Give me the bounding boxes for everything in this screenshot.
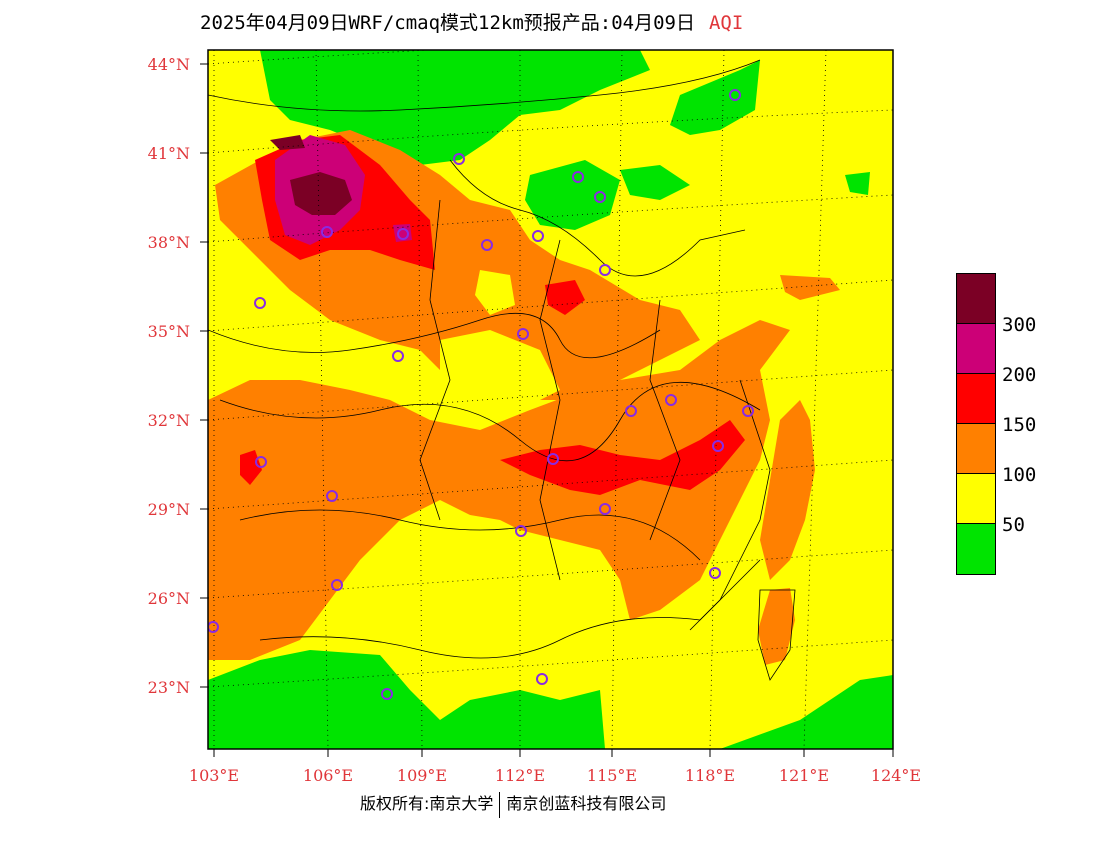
lon-label-118: 118°E [684, 766, 736, 785]
aqi-unhealthy-henan [545, 280, 585, 315]
lat-label-26: 26°N [147, 589, 190, 608]
station-marker [665, 394, 677, 406]
station-marker [453, 153, 465, 165]
lon-label-103: 103°E [188, 766, 240, 785]
legend-swatch [957, 474, 995, 524]
lon-label-121: 121°E [778, 766, 830, 785]
station-marker [392, 350, 404, 362]
station-marker [326, 490, 338, 502]
legend-swatch [957, 424, 995, 474]
station-markers [208, 89, 754, 700]
map-title: 2025年04月09日WRF/cmaq模式12km预报产品:04月09日 AQI [200, 8, 743, 35]
station-marker [481, 239, 493, 251]
station-marker [594, 191, 606, 203]
aqi-good-ne2 [620, 165, 690, 200]
legend-tick-100: 100 [1002, 464, 1037, 486]
copyright-footer: 版权所有:南京大学 南京创蓝科技有限公司 [360, 790, 666, 818]
station-marker [742, 405, 754, 417]
aqi-good-beijing [525, 160, 620, 230]
lat-label-23: 23°N [147, 678, 190, 697]
title-variable: AQI [708, 12, 744, 34]
station-marker [532, 230, 544, 242]
aqi-usg-ne [780, 275, 840, 300]
station-marker [547, 453, 559, 465]
station-marker [208, 621, 219, 633]
legend-swatch [957, 274, 995, 324]
legend-swatch [957, 524, 995, 574]
aqi-good-ne3 [845, 172, 870, 195]
lat-label-35: 35°N [147, 322, 190, 341]
station-marker [381, 688, 393, 700]
aqi-moderate-island1 [440, 330, 560, 410]
lon-label-109: 109°E [396, 766, 448, 785]
footer-separator [499, 791, 501, 818]
lon-label-115: 115°E [586, 766, 638, 785]
aqi-good-southeast [720, 675, 893, 749]
lon-label-124: 124°E [870, 766, 922, 785]
station-marker [255, 456, 267, 468]
aqi-hazardous [290, 172, 352, 215]
title-text: 2025年04月09日WRF/cmaq模式12km预报产品:04月09日 [200, 12, 695, 34]
aqi-usg-taiwan [758, 588, 795, 665]
legend-tick-200: 200 [1002, 364, 1037, 386]
copyright-right: 南京创蓝科技有限公司 [506, 794, 667, 813]
station-marker [515, 525, 527, 537]
station-marker [397, 228, 409, 240]
station-marker [254, 297, 266, 309]
legend-swatch [957, 374, 995, 424]
copyright-left: 版权所有:南京大学 [360, 794, 494, 813]
station-marker [572, 171, 584, 183]
legend-tick-150: 150 [1002, 414, 1037, 436]
aqi-usg-east-sea [760, 400, 815, 580]
lat-label-44: 44°N [147, 55, 190, 74]
station-marker [536, 673, 548, 685]
axis-ticks [200, 63, 894, 757]
station-marker [599, 503, 611, 515]
station-marker [729, 89, 741, 101]
lat-label-32: 32°N [147, 411, 190, 430]
station-marker [331, 579, 343, 591]
lat-label-41: 41°N [147, 144, 190, 163]
station-marker [517, 328, 529, 340]
aqi-moderate-island2 [475, 270, 515, 315]
station-marker [599, 264, 611, 276]
aqi-field [208, 50, 893, 749]
lon-label-112: 112°E [494, 766, 546, 785]
station-marker [625, 405, 637, 417]
map-frame [207, 49, 894, 750]
aqi-hazardous-2 [270, 135, 305, 150]
aqi-legend [956, 273, 996, 575]
legend-swatch [957, 324, 995, 374]
boundary-lines [208, 59, 796, 681]
station-marker [712, 440, 724, 452]
lat-label-38: 38°N [147, 233, 190, 252]
legend-tick-50: 50 [1002, 514, 1025, 536]
aqi-usg-central [208, 320, 790, 660]
aqi-moderate-island3 [380, 510, 560, 660]
lat-label-29: 29°N [147, 500, 190, 519]
aqi-good-south [208, 650, 605, 749]
legend-tick-300: 300 [1002, 314, 1037, 336]
station-marker [709, 567, 721, 579]
aqi-good-northeast [670, 60, 760, 135]
station-marker [321, 226, 333, 238]
aqi-unhealthy-central [500, 420, 745, 495]
lon-label-106: 106°E [302, 766, 354, 785]
